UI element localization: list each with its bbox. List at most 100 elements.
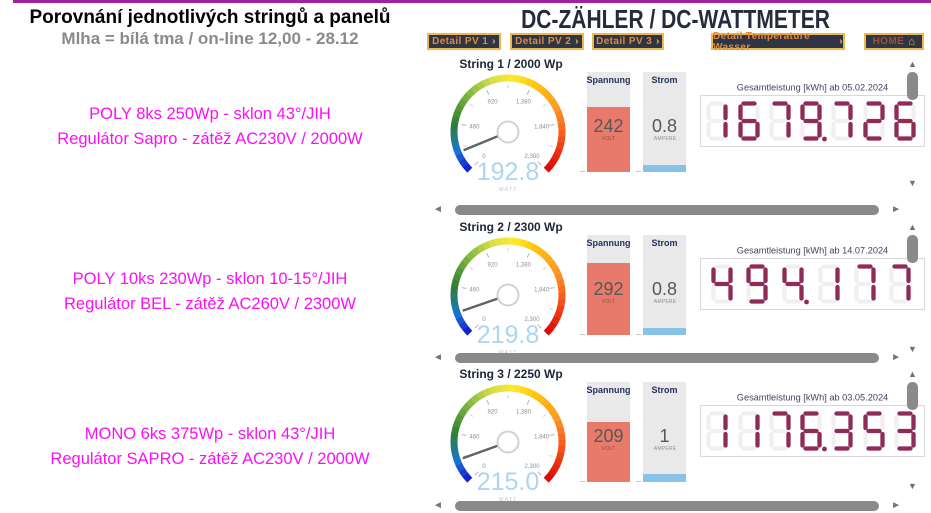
- energy-counter: [700, 405, 925, 457]
- nav-detail-pv1-button[interactable]: Detail PV 1 ›: [427, 33, 501, 50]
- current-card: Strom 0.8 AMPERE: [636, 72, 686, 172]
- voltage-card: Spannung 209 VOLT: [580, 382, 631, 482]
- vertical-scrollbar-thumb[interactable]: [907, 235, 918, 263]
- seven-segment-display: [701, 259, 924, 309]
- nav-detail-temperature-wasser-button[interactable]: Detail Temperature Wasser ›: [711, 31, 845, 53]
- string-section: String 3 / 2250 Wp 0 460 920 1,380 1,840 2,30…: [420, 367, 931, 513]
- svg-text:0: 0: [482, 317, 486, 323]
- seven-segment-display: [701, 406, 924, 456]
- svg-text:1,380: 1,380: [516, 410, 532, 416]
- svg-text:920: 920: [488, 263, 499, 269]
- svg-text:1,380: 1,380: [516, 263, 532, 269]
- string-title: String 3 / 2250 Wp: [459, 367, 563, 381]
- dc-meter-title: DC-ZÄHLER / DC-WATTMETER: [521, 6, 830, 35]
- voltage-header: Spannung: [587, 235, 631, 250]
- scroll-right-icon[interactable]: ►: [891, 500, 901, 511]
- string-section: String 2 / 2300 Wp 0 460 920 1,380 1,840 2,30…: [420, 220, 931, 367]
- home-icon: ⌂: [908, 35, 916, 48]
- string3-description: MONO 6ks 375Wp - sklon 43°/JIH Regulátor…: [0, 422, 420, 472]
- energy-counter: [700, 95, 925, 147]
- horizontal-scrollbar-thumb[interactable]: [455, 205, 879, 215]
- current-bar-track: [636, 397, 686, 482]
- voltage-value: 292: [593, 279, 624, 299]
- nav-button-label: Detail PV 1: [432, 36, 489, 47]
- vertical-scrollbar-thumb[interactable]: [907, 382, 918, 410]
- vertical-scrollbar-thumb[interactable]: [907, 72, 918, 100]
- voltage-bar-fill: [587, 262, 630, 335]
- description-line: Regulátor Sapro - zátěž AC230V / 2000W: [57, 130, 363, 148]
- svg-text:192.8: 192.8: [477, 158, 540, 186]
- voltage-card: Spannung 242 VOLT: [580, 72, 631, 172]
- voltage-bar-fill: [587, 421, 630, 482]
- horizontal-scrollbar: ◄ ►: [430, 204, 908, 216]
- horizontal-scrollbar-thumb[interactable]: [455, 353, 879, 363]
- nav-detail-pv3-button[interactable]: Detail PV 3 ›: [592, 33, 664, 50]
- horizontal-scrollbar-thumb[interactable]: [455, 501, 879, 511]
- current-header: Strom: [643, 235, 686, 250]
- svg-text:2,300: 2,300: [525, 154, 541, 160]
- voltage-bar-track: [580, 397, 630, 482]
- current-bar-fill: [643, 473, 686, 482]
- scroll-up-icon[interactable]: ▲: [908, 59, 917, 69]
- voltage-bar-track: [580, 250, 630, 335]
- scroll-up-icon[interactable]: ▲: [908, 222, 917, 232]
- string2-description: POLY 10ks 230Wp - sklon 10-15°/JIH Regul…: [0, 267, 420, 317]
- svg-text:920: 920: [488, 410, 499, 416]
- voltage-value: 242: [593, 116, 624, 136]
- chevron-right-icon: ›: [575, 36, 579, 47]
- string-title: String 1 / 2000 Wp: [459, 57, 563, 71]
- description-line: MONO 6ks 375Wp - sklon 43°/JIH: [84, 425, 336, 443]
- scroll-left-icon[interactable]: ◄: [433, 204, 443, 215]
- scroll-right-icon[interactable]: ►: [891, 204, 901, 215]
- svg-text:WATT: WATT: [499, 187, 518, 193]
- description-line: POLY 10ks 230Wp - sklon 10-15°/JIH: [72, 270, 348, 288]
- top-accent-bar: [13, 0, 931, 3]
- scroll-down-icon[interactable]: ▼: [908, 481, 917, 491]
- string-title: String 2 / 2300 Wp: [459, 220, 563, 234]
- description-line: Regulátor SAPRO - zátěž AC230V / 2000W: [50, 450, 370, 468]
- svg-text:460: 460: [469, 125, 480, 131]
- current-card: Strom 1 AMPERE: [636, 382, 686, 482]
- scroll-left-icon[interactable]: ◄: [433, 500, 443, 511]
- nav-button-label: Detail PV 2: [515, 36, 572, 47]
- svg-text:WATT: WATT: [499, 497, 518, 503]
- scroll-down-icon[interactable]: ▼: [908, 344, 917, 354]
- current-value: 0.8: [651, 116, 678, 136]
- voltage-unit: VOLT: [601, 136, 616, 142]
- scroll-up-icon[interactable]: ▲: [908, 369, 917, 379]
- current-bar-track: [636, 250, 686, 335]
- current-card: Strom 0.8 AMPERE: [636, 235, 686, 335]
- dc-meter-panel: DC-ZÄHLER / DC-WATTMETER Detail PV 1 › D…: [420, 0, 931, 513]
- svg-text:0: 0: [482, 154, 486, 160]
- svg-text:460: 460: [469, 435, 480, 441]
- current-unit: AMPERE: [653, 299, 677, 305]
- vertical-scrollbar: ▲ ▼: [906, 220, 920, 367]
- horizontal-scrollbar: ◄ ►: [430, 500, 908, 512]
- svg-text:2,300: 2,300: [525, 317, 541, 323]
- nav-button-label: Detail PV 3: [596, 36, 653, 47]
- page-subtitle: Mlha = bílá tma / on-line 12,00 - 28.12: [61, 29, 359, 48]
- scroll-right-icon[interactable]: ►: [891, 352, 901, 363]
- current-bar-track: [636, 87, 686, 172]
- scroll-down-icon[interactable]: ▼: [908, 178, 917, 188]
- description-line: Regulátor BEL - zátěž AC260V / 2300W: [64, 295, 356, 313]
- scroll-left-icon[interactable]: ◄: [433, 352, 443, 363]
- current-value: 1: [659, 426, 670, 446]
- chevron-right-icon: ›: [656, 36, 660, 47]
- chevron-right-icon: ›: [839, 36, 843, 47]
- current-value: 0.8: [651, 279, 678, 299]
- nav-home-button[interactable]: HOME ⌂: [864, 33, 924, 50]
- nav-detail-pv2-button[interactable]: Detail PV 2 ›: [510, 33, 584, 50]
- svg-text:920: 920: [488, 100, 499, 106]
- voltage-bar-track: [580, 87, 630, 172]
- horizontal-scrollbar: ◄ ►: [430, 352, 908, 364]
- page-title: Porovnání jednotlivých stringů a panelů: [29, 7, 391, 28]
- voltage-header: Spannung: [587, 72, 631, 87]
- energy-counter-title: Gesamtleistung [kWh] ab 05.02.2024: [736, 83, 889, 94]
- energy-counter-title: Gesamtleistung [kWh] ab 03.05.2024: [736, 393, 889, 404]
- voltage-value: 209: [593, 426, 624, 446]
- voltage-card: Spannung 292 VOLT: [580, 235, 631, 335]
